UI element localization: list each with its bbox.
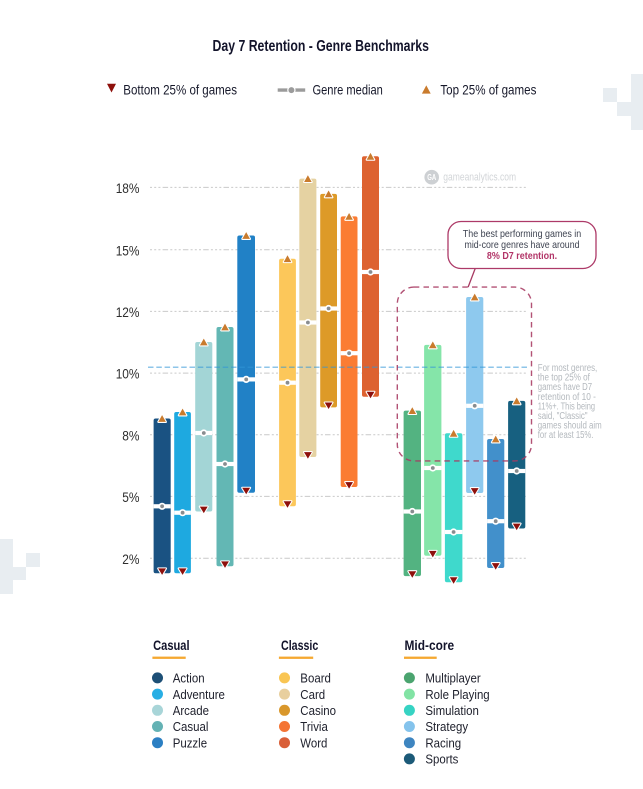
svg-text:12%: 12% — [116, 304, 140, 320]
svg-text:Casino: Casino — [300, 703, 336, 718]
svg-text:Card: Card — [300, 687, 325, 702]
svg-text:Role Playing: Role Playing — [425, 687, 489, 702]
svg-text:8% D7 retention.: 8% D7 retention. — [487, 250, 557, 262]
svg-text:Puzzle: Puzzle — [173, 735, 207, 750]
svg-text:Trivia: Trivia — [300, 719, 328, 734]
svg-text:Arcade: Arcade — [173, 703, 209, 718]
svg-text:Bottom 25% of games: Bottom 25% of games — [123, 81, 237, 97]
svg-text:8%: 8% — [122, 427, 139, 443]
svg-text:10%: 10% — [116, 366, 140, 382]
svg-text:Mid-core: Mid-core — [405, 638, 455, 653]
svg-text:2%: 2% — [122, 551, 139, 567]
svg-text:gameanalytics.com: gameanalytics.com — [443, 171, 516, 183]
svg-text:Board: Board — [300, 671, 331, 686]
svg-text:Simulation: Simulation — [425, 703, 479, 718]
svg-text:Genre median: Genre median — [313, 81, 383, 97]
svg-text:For most genres,: For most genres, — [538, 363, 597, 374]
svg-text:Strategy: Strategy — [425, 719, 468, 734]
svg-text:Racing: Racing — [425, 735, 461, 750]
svg-text:Sports: Sports — [425, 752, 458, 767]
svg-text:GA: GA — [427, 173, 436, 182]
svg-text:games have D7: games have D7 — [538, 382, 593, 393]
svg-text:Casual: Casual — [153, 638, 190, 653]
svg-text:Casual: Casual — [173, 719, 209, 734]
svg-text:11%+. This being: 11%+. This being — [538, 401, 595, 412]
svg-text:Adventure: Adventure — [173, 687, 225, 702]
svg-text:Top 25% of games: Top 25% of games — [440, 81, 536, 97]
svg-text:15%: 15% — [116, 242, 140, 258]
svg-text:said, "Classic": said, "Classic" — [538, 411, 588, 422]
svg-text:mid-core genres have around: mid-core genres have around — [465, 239, 580, 251]
svg-text:retention of 10 -: retention of 10 - — [538, 392, 596, 403]
svg-text:the top 25% of: the top 25% of — [538, 373, 590, 384]
svg-text:Multiplayer: Multiplayer — [425, 671, 481, 686]
svg-text:games should aim: games should aim — [538, 421, 602, 432]
svg-text:18%: 18% — [116, 180, 140, 196]
svg-text:Action: Action — [173, 671, 205, 686]
svg-text:5%: 5% — [122, 489, 139, 505]
svg-text:The best performing games in: The best performing games in — [463, 228, 582, 240]
svg-text:Day 7 Retention - Genre Benchm: Day 7 Retention - Genre Benchmarks — [213, 38, 429, 55]
svg-text:Classic: Classic — [281, 638, 319, 653]
svg-text:for at least 15%.: for at least 15%. — [538, 430, 594, 441]
svg-text:Word: Word — [300, 735, 327, 750]
